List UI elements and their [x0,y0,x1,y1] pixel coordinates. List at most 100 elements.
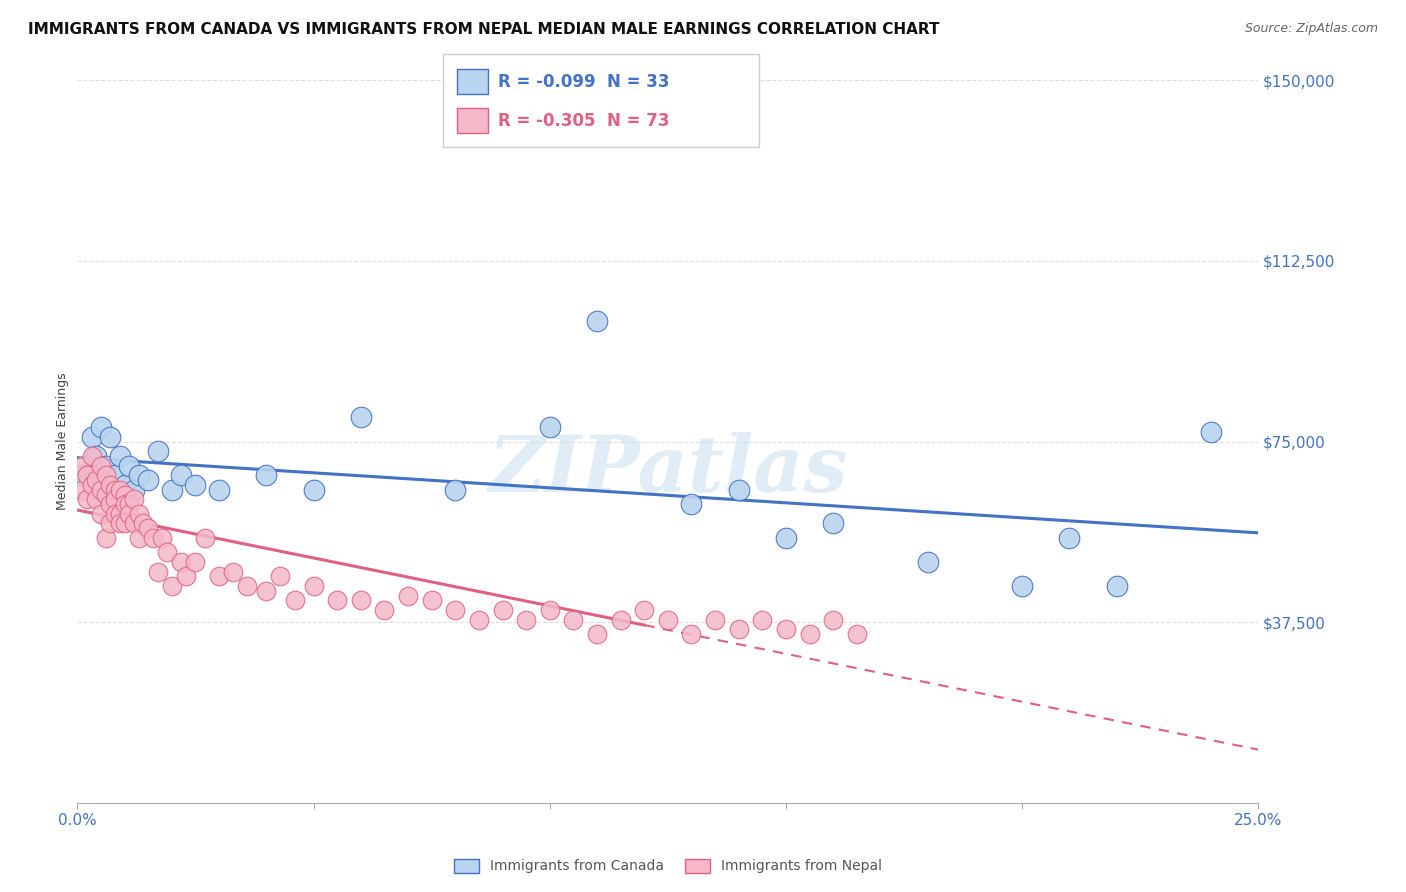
Point [104,483,127,497]
Point [468,613,491,627]
Point [136,521,159,535]
Point [184,478,207,492]
Point [845,627,868,641]
Point [302,579,325,593]
Text: IMMIGRANTS FROM CANADA VS IMMIGRANTS FROM NEPAL MEDIAN MALE EARNINGS CORRELATION: IMMIGRANTS FROM CANADA VS IMMIGRANTS FRO… [28,22,939,37]
Point [609,613,631,627]
Point [254,583,277,598]
Point [775,531,797,545]
Point [80,430,103,444]
Point [170,468,193,483]
Point [775,623,797,637]
Point [150,531,173,545]
Point [104,492,127,507]
Text: R = -0.305: R = -0.305 [498,112,595,130]
Point [128,468,150,483]
Point [70,483,93,497]
Point [94,468,117,483]
Point [586,314,609,328]
Point [1011,579,1033,593]
Point [114,497,136,511]
Point [823,516,845,531]
Point [122,516,145,531]
Point [84,492,107,507]
Point [444,603,467,617]
Point [491,603,513,617]
Point [538,420,561,434]
Point [80,449,103,463]
Point [104,468,127,483]
Text: Source: ZipAtlas.com: Source: ZipAtlas.com [1244,22,1378,36]
Text: N = 73: N = 73 [607,112,669,130]
Text: N = 33: N = 33 [607,72,669,91]
Point [108,483,131,497]
Point [84,473,107,487]
Point [254,468,277,483]
Point [633,603,655,617]
Point [76,468,98,483]
Point [284,593,307,607]
Point [396,589,419,603]
Point [302,483,325,497]
Point [108,449,131,463]
Point [118,507,141,521]
Point [727,623,749,637]
Point [132,516,155,531]
Point [562,613,585,627]
Point [1199,425,1222,439]
Point [538,603,561,617]
Point [170,555,193,569]
Point [269,569,291,583]
Point [94,531,117,545]
Point [118,458,141,473]
Point [174,569,197,583]
Point [104,507,127,521]
Point [194,531,217,545]
Point [208,483,231,497]
Point [1105,579,1128,593]
Point [208,569,231,583]
Point [90,420,112,434]
Point [70,458,93,473]
Point [326,593,349,607]
Point [751,613,773,627]
Point [420,593,443,607]
Text: ZIPatlas: ZIPatlas [488,433,848,508]
Point [917,555,939,569]
Point [122,492,145,507]
Point [80,478,103,492]
Point [160,579,183,593]
Point [94,487,117,501]
Point [146,565,169,579]
Point [100,430,122,444]
Y-axis label: Median Male Earnings: Median Male Earnings [56,373,69,510]
Point [236,579,259,593]
Point [373,603,395,617]
Point [586,627,609,641]
Point [114,487,136,501]
Point [350,410,373,425]
Point [128,531,150,545]
Point [350,593,373,607]
Text: R = -0.099: R = -0.099 [498,72,595,91]
Point [108,507,131,521]
Point [76,492,98,507]
Point [128,507,150,521]
Point [100,497,122,511]
Point [90,458,112,473]
Point [156,545,179,559]
Point [114,516,136,531]
Point [160,483,183,497]
Point [727,483,749,497]
Point [108,516,131,531]
Point [90,507,112,521]
Point [1059,531,1081,545]
Point [118,497,141,511]
Point [444,483,467,497]
Legend: Immigrants from Canada, Immigrants from Nepal: Immigrants from Canada, Immigrants from … [449,853,887,879]
Point [146,444,169,458]
Point [222,565,245,579]
Point [681,627,703,641]
Point [122,483,145,497]
Point [704,613,727,627]
